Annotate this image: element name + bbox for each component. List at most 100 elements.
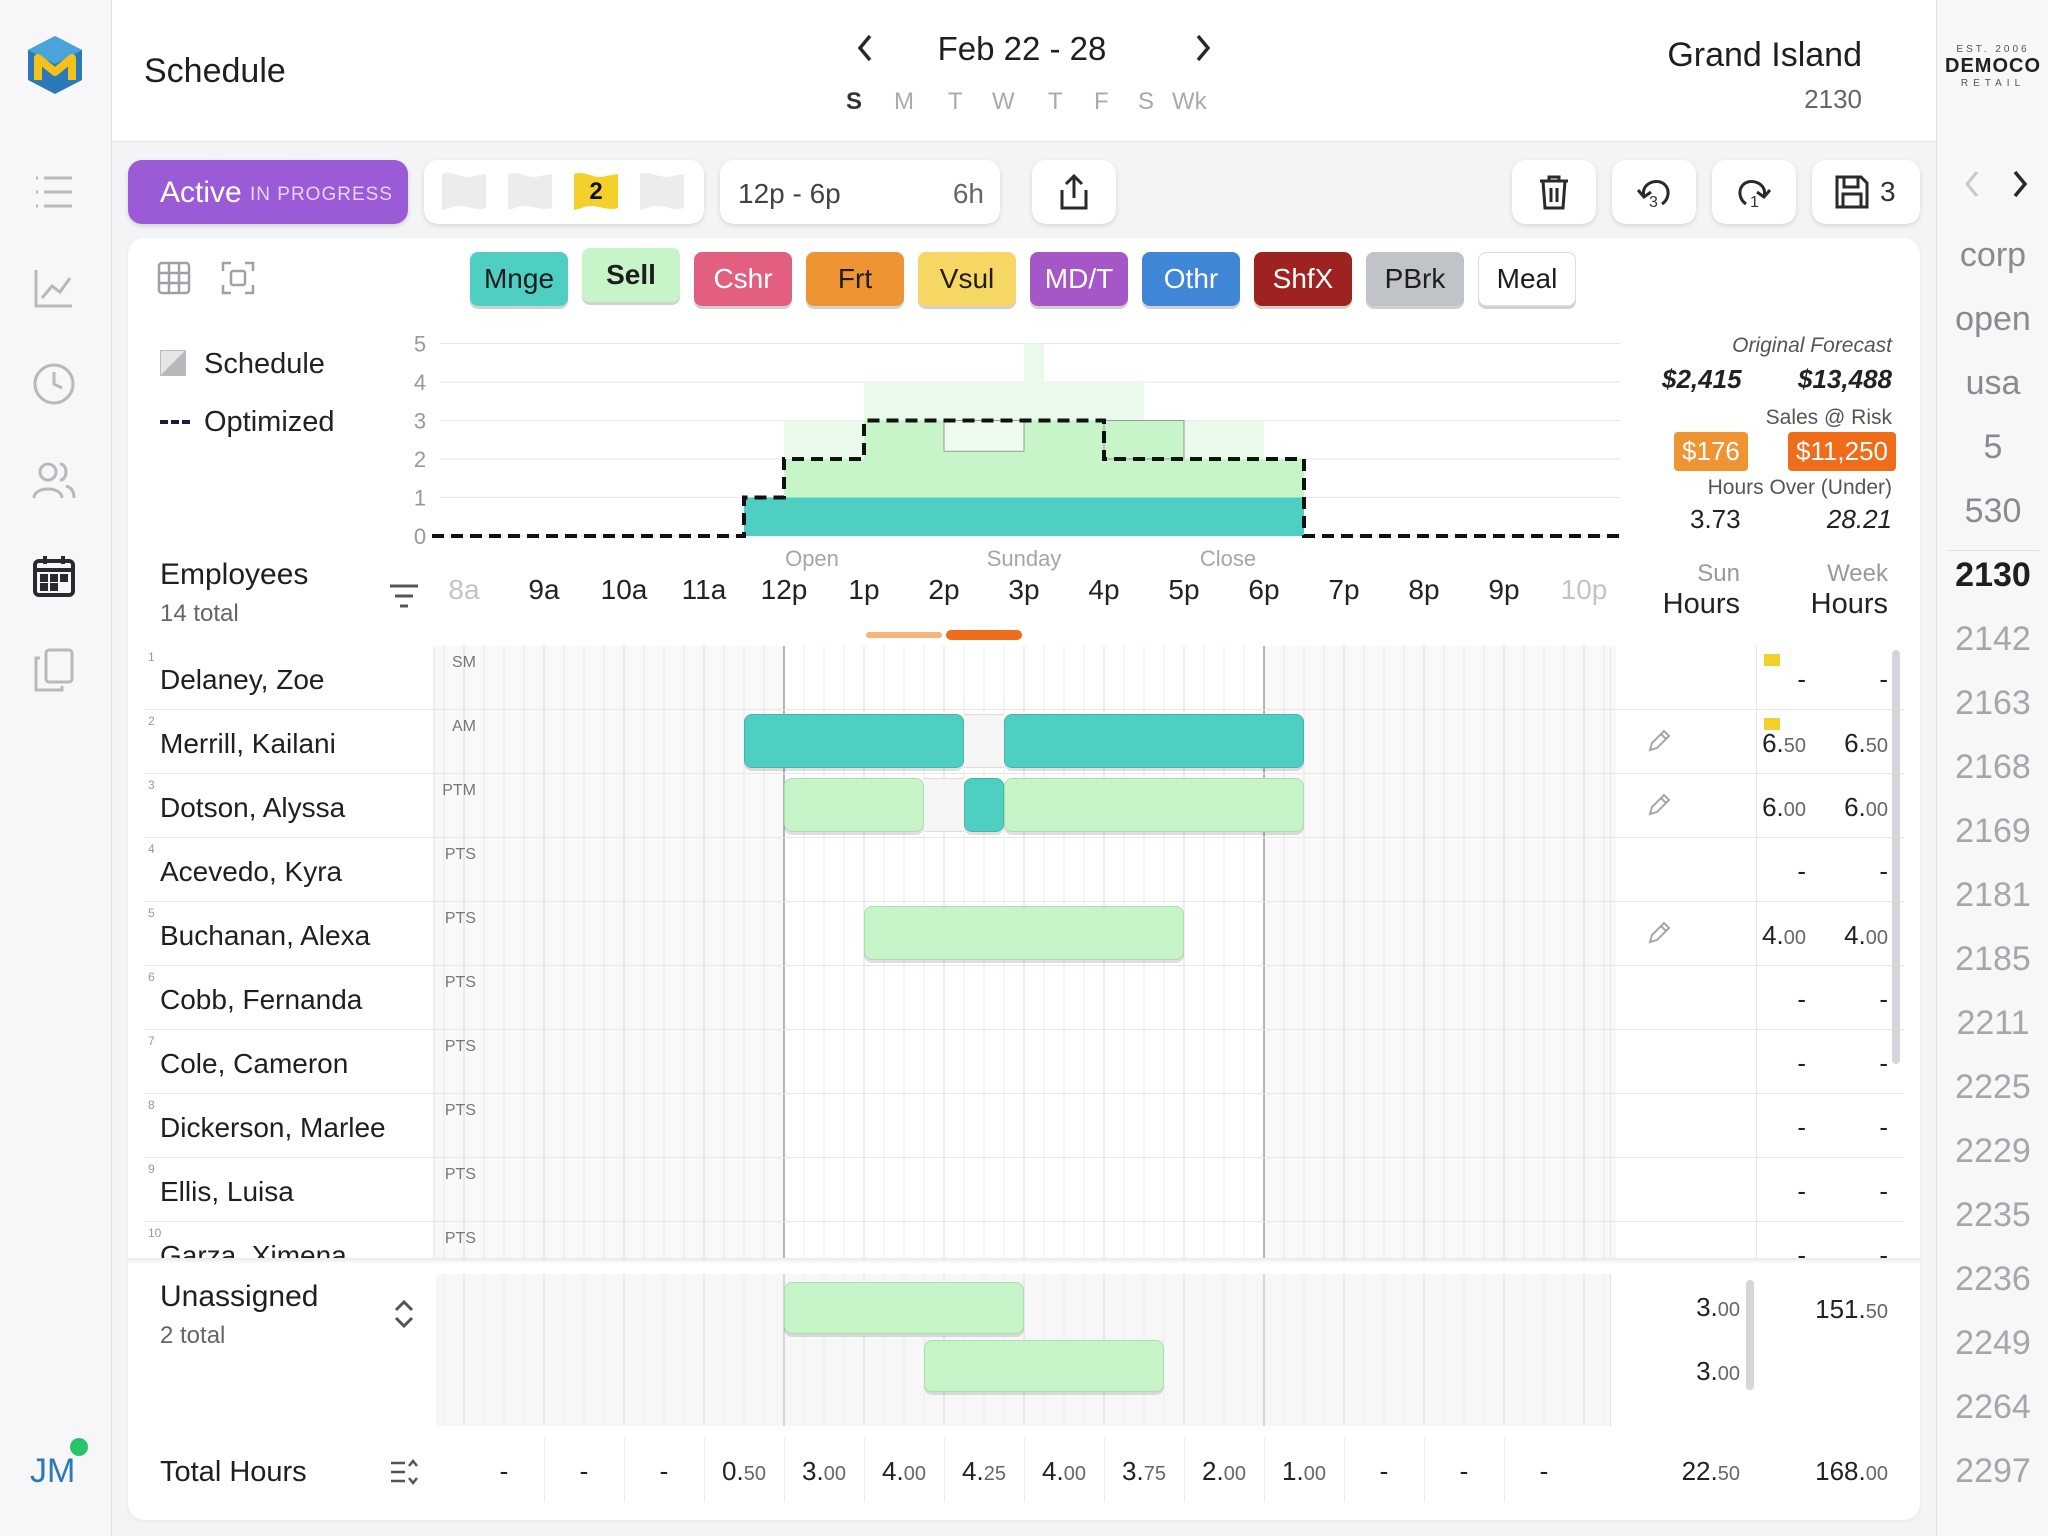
redo-button[interactable]: 1 bbox=[1712, 160, 1796, 224]
store-item[interactable]: 2142 bbox=[1955, 620, 2031, 658]
rail-next-button[interactable] bbox=[2003, 166, 2035, 202]
chip-shfx[interactable]: ShfX bbox=[1254, 252, 1352, 306]
shift-sell[interactable] bbox=[784, 778, 924, 832]
copy-icon[interactable] bbox=[30, 646, 78, 694]
edit-pencil-icon[interactable] bbox=[1646, 792, 1672, 818]
employee-row[interactable]: 5 Buchanan, Alexa PTS 4.00 4.00 bbox=[144, 902, 1904, 966]
store-item[interactable]: 2168 bbox=[1955, 748, 2031, 786]
grid-view-button[interactable] bbox=[156, 260, 192, 296]
employee-scrollbar[interactable] bbox=[1892, 650, 1900, 1064]
employee-name[interactable]: Merrill, Kailani bbox=[160, 728, 336, 759]
calendar-icon[interactable] bbox=[30, 552, 78, 600]
chip-sell[interactable]: Sell bbox=[582, 248, 680, 302]
employee-name[interactable]: Dickerson, Marlee bbox=[160, 1112, 386, 1143]
app-logo-icon[interactable] bbox=[24, 30, 86, 110]
chip-frt[interactable]: Frt bbox=[806, 252, 904, 306]
employee-name[interactable]: Dotson, Alyssa bbox=[160, 792, 346, 823]
prev-week-button[interactable] bbox=[846, 28, 886, 68]
chip-cshr[interactable]: Cshr bbox=[694, 252, 792, 306]
chip-othr[interactable]: Othr bbox=[1142, 252, 1240, 306]
employee-row[interactable]: 9 Ellis, Luisa PTS - - bbox=[144, 1158, 1904, 1222]
store-name[interactable]: Grand Island bbox=[1667, 36, 1862, 74]
shift-manage[interactable] bbox=[744, 714, 964, 768]
day-tab-thu[interactable]: T bbox=[1048, 88, 1063, 115]
delete-button[interactable] bbox=[1512, 160, 1596, 224]
employee-row[interactable]: 4 Acevedo, Kyra PTS - - bbox=[144, 838, 1904, 902]
unassigned-toggle-button[interactable] bbox=[390, 1298, 418, 1330]
shift-manage[interactable] bbox=[1004, 714, 1304, 768]
rail-prev-button[interactable] bbox=[1957, 166, 1989, 202]
clock-icon[interactable] bbox=[30, 360, 78, 408]
day-tab-mon[interactable]: M bbox=[894, 88, 914, 115]
shift-sell[interactable] bbox=[1004, 778, 1304, 832]
undo-button[interactable]: 3 bbox=[1612, 160, 1696, 224]
unassigned-scrollbar[interactable] bbox=[1746, 1280, 1754, 1390]
day-tab-wed[interactable]: W bbox=[992, 88, 1015, 115]
chip-mnge[interactable]: Mnge bbox=[470, 252, 568, 306]
flag-active[interactable]: 2 bbox=[570, 170, 622, 214]
shift-sell[interactable] bbox=[864, 906, 1184, 960]
day-tab-sun[interactable]: S bbox=[846, 88, 863, 115]
time-range-field[interactable]: 12p - 6p 6h bbox=[720, 160, 1000, 224]
row-flag-icon[interactable] bbox=[1762, 652, 1782, 670]
fit-view-button[interactable] bbox=[220, 260, 256, 296]
store-item[interactable]: 2297 bbox=[1955, 1452, 2031, 1490]
store-item[interactable]: 2181 bbox=[1955, 876, 2031, 914]
store-item[interactable]: 2249 bbox=[1955, 1324, 2031, 1362]
status-button[interactable]: Active IN PROGRESS bbox=[128, 160, 408, 224]
employee-row[interactable]: 3 Dotson, Alyssa PTM 6.00 6.00 bbox=[144, 774, 1904, 838]
share-button[interactable] bbox=[1032, 160, 1116, 224]
store-item[interactable]: 2169 bbox=[1955, 812, 2031, 850]
chip-meal[interactable]: Meal bbox=[1478, 252, 1576, 306]
flag-icon[interactable] bbox=[504, 170, 556, 214]
chip-mdt[interactable]: MD/T bbox=[1030, 252, 1128, 306]
chip-pbrk[interactable]: PBrk bbox=[1366, 252, 1464, 306]
store-item[interactable]: 2130 bbox=[1955, 556, 2031, 594]
employee-name[interactable]: Cole, Cameron bbox=[160, 1048, 349, 1079]
store-item[interactable]: 5 bbox=[1983, 428, 2003, 466]
store-item[interactable]: 2211 bbox=[1956, 1004, 2030, 1042]
edit-pencil-icon[interactable] bbox=[1646, 920, 1672, 946]
totals-menu-button[interactable] bbox=[388, 1456, 420, 1488]
shift-break[interactable] bbox=[964, 714, 1004, 768]
day-tab-fri[interactable]: F bbox=[1094, 88, 1109, 115]
employee-row[interactable]: 1 Delaney, Zoe SM - - bbox=[144, 646, 1904, 710]
employee-name[interactable]: Garza, Ximena bbox=[160, 1240, 347, 1258]
employee-row[interactable]: 6 Cobb, Fernanda PTS - - bbox=[144, 966, 1904, 1030]
day-tab-sat[interactable]: S bbox=[1138, 88, 1155, 115]
flag-icon[interactable] bbox=[636, 170, 688, 214]
store-item[interactable]: 2225 bbox=[1955, 1068, 2031, 1106]
unassigned-shift[interactable] bbox=[784, 1282, 1024, 1334]
employee-row[interactable]: 7 Cole, Cameron PTS - - bbox=[144, 1030, 1904, 1094]
people-icon[interactable] bbox=[30, 456, 78, 504]
employee-name[interactable]: Acevedo, Kyra bbox=[160, 856, 343, 887]
store-item[interactable]: 2185 bbox=[1955, 940, 2031, 978]
chip-vsul[interactable]: Vsul bbox=[918, 252, 1016, 306]
employee-name[interactable]: Ellis, Luisa bbox=[160, 1176, 294, 1207]
next-week-button[interactable] bbox=[1182, 28, 1222, 68]
save-button[interactable]: 3 bbox=[1812, 160, 1920, 224]
store-item[interactable]: 2235 bbox=[1955, 1196, 2031, 1234]
employee-name[interactable]: Delaney, Zoe bbox=[160, 664, 325, 695]
store-item[interactable]: 2236 bbox=[1955, 1260, 2031, 1298]
row-flag-icon[interactable] bbox=[1762, 716, 1782, 734]
analytics-icon[interactable] bbox=[30, 264, 78, 312]
employee-name[interactable]: Buchanan, Alexa bbox=[160, 920, 371, 951]
employee-row[interactable]: 10 Garza, Ximena PTS - - bbox=[144, 1222, 1904, 1258]
employee-name[interactable]: Cobb, Fernanda bbox=[160, 984, 363, 1015]
store-item[interactable]: 530 bbox=[1964, 492, 2022, 530]
day-tab-tue[interactable]: T bbox=[948, 88, 963, 115]
store-item[interactable]: usa bbox=[1965, 364, 2021, 402]
store-item[interactable]: 2264 bbox=[1955, 1388, 2031, 1426]
list-icon[interactable] bbox=[30, 168, 78, 216]
shift-manage[interactable] bbox=[964, 778, 1004, 832]
store-item[interactable]: 2229 bbox=[1955, 1132, 2031, 1170]
user-avatar[interactable]: JM bbox=[30, 1438, 90, 1492]
employee-row[interactable]: 8 Dickerson, Marlee PTS - - bbox=[144, 1094, 1904, 1158]
store-item[interactable]: corp bbox=[1959, 236, 2027, 274]
flag-icon[interactable] bbox=[438, 170, 490, 214]
unassigned-shift[interactable] bbox=[924, 1340, 1164, 1392]
day-tab-week[interactable]: Wk bbox=[1172, 88, 1207, 115]
store-item[interactable]: open bbox=[1955, 300, 2031, 338]
edit-pencil-icon[interactable] bbox=[1646, 728, 1672, 754]
